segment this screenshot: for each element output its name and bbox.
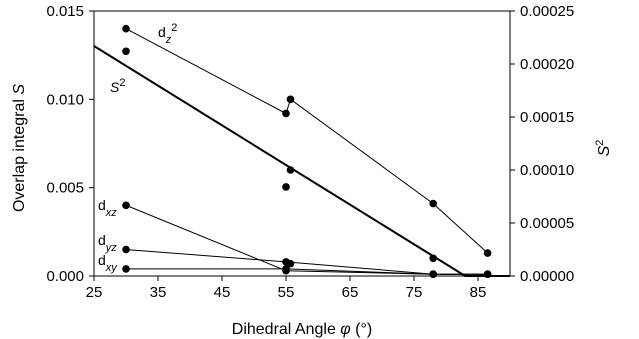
data-point [282,183,290,191]
series-line [125,28,488,254]
axis-ticks: 25 35 45 55 65 75 85 0.000 0.005 0.010 0.015 0.0000… [46,3,574,301]
y2-axis-title: S2 [594,140,613,157]
series-label: S2 [110,77,125,95]
y2-tick-label: 0.00000 [520,268,574,285]
data-point [122,201,130,210]
data-point [286,166,295,174]
plot-frame [93,10,511,277]
x-tick-label: 45 [214,284,231,301]
data-point [429,199,438,208]
series-line [126,268,488,275]
series-label: dxy [98,252,118,274]
y2-tick-label: 0.00020 [520,56,574,73]
data-point [483,249,492,257]
y-tick-label: 0.000 [46,268,84,285]
series-lines [93,28,510,277]
data-point [286,259,295,268]
series-line [93,45,510,277]
data-points [122,24,492,279]
x-axis-title: Dihedral Angle φ (°) [232,321,372,338]
x-tick-label: 65 [342,284,359,301]
data-point [483,270,492,279]
x-tick-label: 35 [150,284,167,301]
x-tick-label: 85 [470,284,487,301]
series-label: dxz [98,197,117,219]
y-tick-label: 0.005 [46,180,84,197]
series-label: dz2 [158,22,177,46]
x-tick-label: 55 [278,284,295,301]
y-axis-title: Overlap integral S [11,84,28,212]
x-tick-label: 75 [406,284,423,301]
y-tick-label: 0.010 [46,91,84,108]
x-tick-label: 25 [86,284,103,301]
data-point [429,270,438,279]
data-point [122,24,130,33]
y-tick-label: 0.015 [46,3,84,20]
y2-tick-label: 0.00010 [520,162,574,179]
data-point [429,254,438,263]
data-point [286,95,295,104]
y2-tick-label: 0.00025 [520,3,574,20]
y2-tick-label: 0.00015 [520,109,574,126]
series-label: dyz [98,232,117,254]
data-point [282,265,290,273]
data-point [122,245,130,254]
data-point [122,265,130,273]
data-point [122,47,130,56]
y2-tick-label: 0.00005 [520,215,574,232]
data-point [282,109,290,118]
